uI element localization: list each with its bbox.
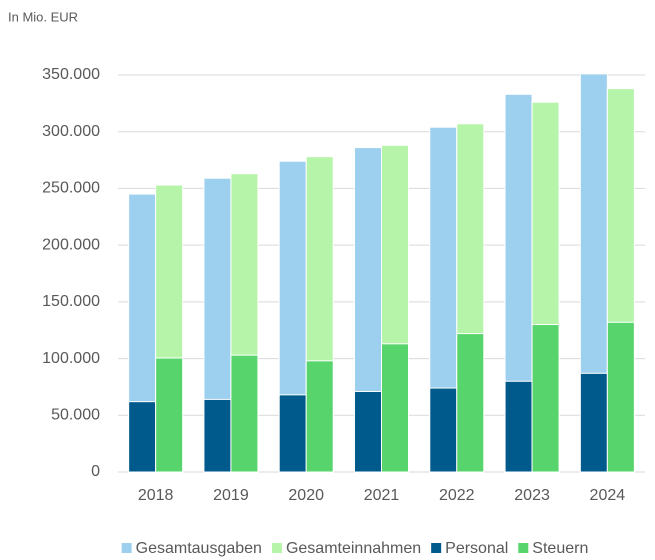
y-tick-label: 0 <box>91 463 100 480</box>
legend-swatch <box>518 543 529 553</box>
bar <box>203 398 232 473</box>
y-tick-label: 150.000 <box>42 293 100 310</box>
x-tick-label: 2022 <box>439 487 475 504</box>
bar <box>504 380 533 473</box>
legend-swatch <box>431 543 442 553</box>
x-tick-label: 2021 <box>364 487 400 504</box>
bar <box>230 354 259 473</box>
x-tick-label: 2019 <box>213 487 249 504</box>
bar <box>606 321 635 473</box>
legend-swatch <box>121 543 132 553</box>
bar <box>579 372 608 473</box>
x-tick-label: 2018 <box>138 487 174 504</box>
x-tick-label: 2020 <box>288 487 324 504</box>
legend-swatch <box>271 543 282 553</box>
bar <box>155 357 184 473</box>
bar <box>278 394 307 473</box>
x-tick-label: 2023 <box>514 487 550 504</box>
x-tick-label: 2024 <box>590 487 626 504</box>
y-tick-label: 100.000 <box>42 350 100 367</box>
legend-label: Gesamteinnahmen <box>286 540 421 557</box>
bar <box>381 343 409 473</box>
bar <box>354 390 382 473</box>
legend-label: Gesamtausgaben <box>136 540 262 557</box>
y-tick-label: 300.000 <box>42 123 100 140</box>
y-tick-label: 250.000 <box>42 180 100 197</box>
y-tick-label: 350.000 <box>42 66 100 83</box>
y-axis-label: In Mio. EUR <box>8 9 78 24</box>
bar <box>456 333 485 473</box>
bar <box>305 360 334 473</box>
y-tick-label: 200.000 <box>42 236 100 253</box>
bar <box>128 401 157 473</box>
bar <box>429 387 458 473</box>
bar <box>531 324 560 473</box>
legend-label: Steuern <box>532 540 588 557</box>
legend-label: Personal <box>445 540 508 557</box>
y-tick-label: 50.000 <box>51 407 100 424</box>
